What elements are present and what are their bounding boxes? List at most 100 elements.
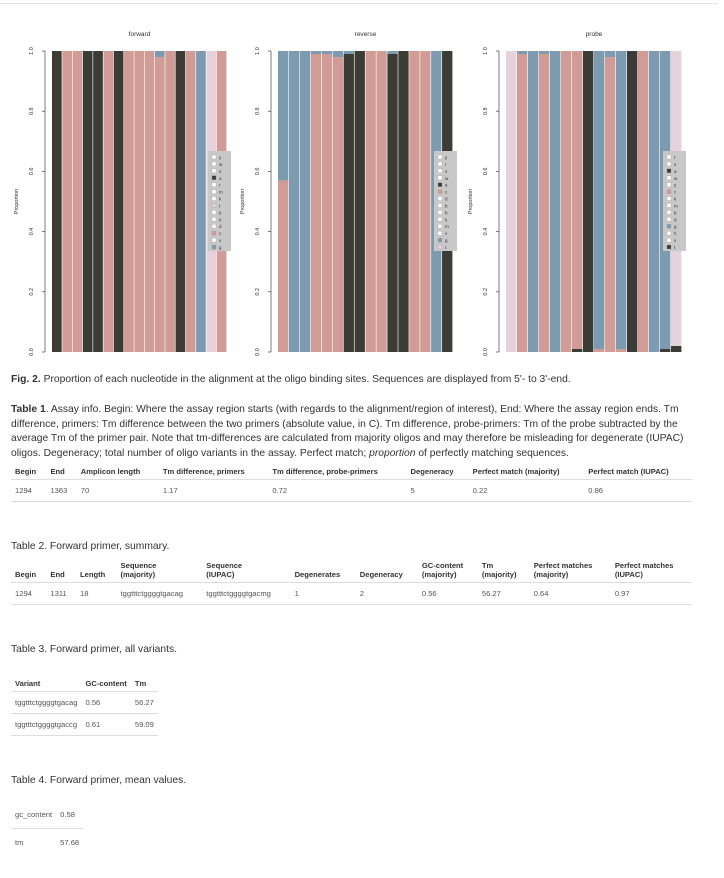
column-header: GC-content (81, 676, 131, 692)
legend-label: k (674, 197, 677, 202)
table-cell: 2 (355, 582, 418, 605)
legend-label: v (219, 238, 222, 243)
legend-swatch (211, 168, 217, 173)
table-cell: 56.27 (477, 582, 530, 605)
legend-label: g (219, 245, 222, 250)
y-tick-label: 0.6 (29, 168, 35, 176)
table-row: 1294 1363 70 1.17 0.72 5 0.22 0.86 (11, 479, 692, 502)
y-tick-label: 0.0 (483, 348, 489, 356)
legend-swatch (437, 196, 443, 201)
legend-swatch (437, 182, 443, 187)
bar-segment-g (616, 51, 627, 349)
bar-segment-g (321, 51, 333, 55)
bar-segment-c (420, 51, 431, 352)
bar-segment-a (398, 51, 409, 352)
legend-swatch (437, 168, 443, 173)
legend-swatch (211, 154, 217, 160)
y-tick-label: 1.0 (29, 47, 35, 55)
table-3-title: Table 3. Forward primer, all variants. (11, 644, 177, 655)
bar-segment-c (310, 54, 322, 352)
table-cell: 56.27 (130, 691, 158, 714)
y-tick-label: 0.8 (255, 107, 261, 115)
bar-segment-c (409, 51, 420, 352)
table-cell: 1311 (46, 582, 77, 605)
legend-label: t (674, 245, 676, 250)
table-cell: 5 (406, 479, 469, 502)
legend-label: b (219, 210, 222, 215)
table-cell: 1.17 (158, 479, 269, 502)
y-tick-label: 0.2 (255, 288, 261, 296)
legend-swatch (437, 161, 443, 167)
column-header: End (46, 464, 77, 480)
y-tick-label: 0.6 (483, 168, 489, 176)
bar-segment-g (299, 51, 311, 352)
legend-swatch (666, 161, 672, 167)
legend-label: s (674, 162, 677, 167)
legend-swatch (211, 175, 217, 180)
bar-segment-c (539, 54, 550, 352)
legend-label: v (445, 231, 448, 236)
column-header: Perfect match (majority) (468, 464, 585, 480)
table-cell: tggtttctggggtgacmg (202, 582, 291, 605)
legend-label: b (445, 203, 448, 208)
table-cell: 0.97 (610, 582, 692, 605)
bar-segment-c (321, 54, 333, 352)
panel-title: forward (129, 31, 151, 38)
legend-label: v (674, 238, 677, 243)
bar-segment-c (638, 51, 649, 352)
table-1: Begin End Amplicon length Tm difference, pr… (11, 464, 692, 502)
bar-segment-c (154, 57, 165, 353)
legend-label: g (445, 238, 448, 243)
table-cell: 1294 (11, 479, 47, 502)
table-4-title: Table 4. Forward primer, mean values. (11, 775, 187, 786)
table-cell: tggtttctggggtgacag (11, 691, 82, 714)
table-cell: tm (15, 838, 24, 847)
bar-segment-c (332, 57, 344, 353)
bar-segment-c (124, 51, 134, 352)
legend-swatch (437, 237, 443, 243)
bar-segment-c (62, 51, 72, 352)
bar-segment-a (627, 51, 638, 352)
bar-segment-g (528, 51, 539, 352)
y-tick-label: 1.0 (255, 47, 261, 55)
legend-label: h (445, 210, 448, 215)
bar-segment-g (517, 51, 528, 55)
column-header: GC-content (majority) (417, 558, 478, 583)
legend-swatch (437, 175, 443, 180)
y-tick-label: 0.4 (483, 228, 489, 236)
bar-segment-c (165, 51, 175, 352)
legend-label: b (674, 210, 677, 215)
figure-2-text: Proportion of each nucleotide in the ali… (40, 374, 571, 385)
legend-label: d (219, 224, 222, 229)
column-header: End (46, 558, 77, 583)
bar-segment-a (354, 51, 365, 352)
top-divider (0, 3, 718, 4)
y-axis-label: Proportion (468, 189, 474, 214)
y-tick-label: 0.2 (483, 288, 489, 296)
legend-label: d (674, 217, 677, 222)
bar-segment-c (185, 51, 196, 352)
column-header: Perfect match (IUPAC) (584, 464, 692, 480)
legend-swatch (666, 154, 672, 160)
bar-segment-g (649, 51, 660, 352)
legend-label: a (674, 169, 677, 174)
table-cell: tggtttctggggtgaccg (11, 713, 82, 736)
table-1-text: . Assay info. Begin: Where the assay reg… (11, 404, 684, 459)
y-tick-label: 0.2 (29, 288, 35, 296)
legend-swatch (211, 161, 217, 167)
column-header: Variant (11, 676, 82, 692)
legend-swatch (211, 203, 217, 208)
legend-label: w (674, 176, 678, 181)
bar-segment-g (288, 51, 300, 352)
nucleotide-proportion-figure: forward0.00.20.40.60.81.0Proportionywsar… (14, 31, 686, 356)
legend-swatch (666, 182, 672, 187)
legend-label: k (219, 197, 222, 202)
y-axis-label: Proportion (14, 189, 20, 214)
legend-swatch (211, 231, 217, 236)
table-row: tggtttctggggtgacag 0.56 56.27 (11, 691, 158, 714)
table-cell: 0.56 (81, 691, 131, 714)
table-cell: 0.58 (56, 801, 84, 829)
legend-swatch (211, 182, 217, 187)
table-cell: 0.61 (81, 713, 131, 736)
table-cell: 1 (290, 582, 356, 605)
